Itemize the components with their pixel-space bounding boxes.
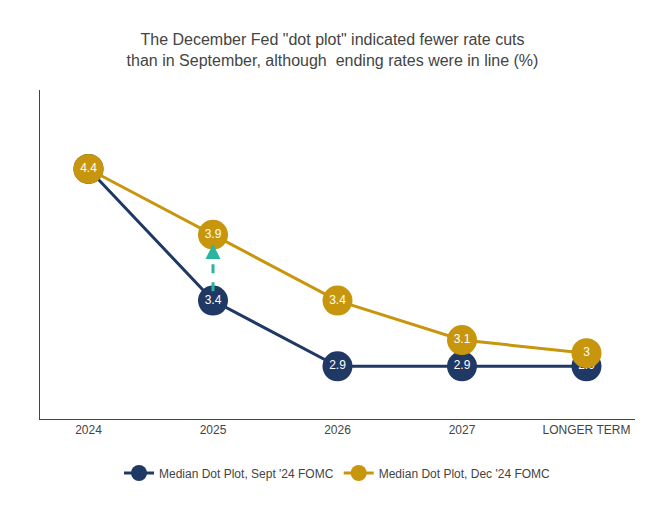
svg-text:3: 3 <box>583 345 590 359</box>
svg-text:2027: 2027 <box>449 423 476 437</box>
svg-text:Median Dot Plot, Dec '24 FOMC: Median Dot Plot, Dec '24 FOMC <box>379 467 550 481</box>
svg-text:3.1: 3.1 <box>454 332 471 346</box>
svg-text:2026: 2026 <box>324 423 351 437</box>
svg-text:2.9: 2.9 <box>454 358 471 372</box>
svg-text:3.4: 3.4 <box>205 293 222 307</box>
svg-text:2.9: 2.9 <box>578 358 595 372</box>
svg-text:3.9: 3.9 <box>205 227 222 241</box>
svg-text:LONGER TERM: LONGER TERM <box>543 423 631 437</box>
svg-text:3.4: 3.4 <box>329 293 346 307</box>
svg-text:2025: 2025 <box>200 423 227 437</box>
svg-text:2024: 2024 <box>75 423 102 437</box>
svg-text:4.4: 4.4 <box>80 161 97 175</box>
svg-text:2.9: 2.9 <box>329 358 346 372</box>
svg-text:The December Fed "dot plot" in: The December Fed "dot plot" indicated fe… <box>127 31 539 69</box>
svg-text:Median Dot Plot, Sept '24 FOMC: Median Dot Plot, Sept '24 FOMC <box>159 467 334 481</box>
